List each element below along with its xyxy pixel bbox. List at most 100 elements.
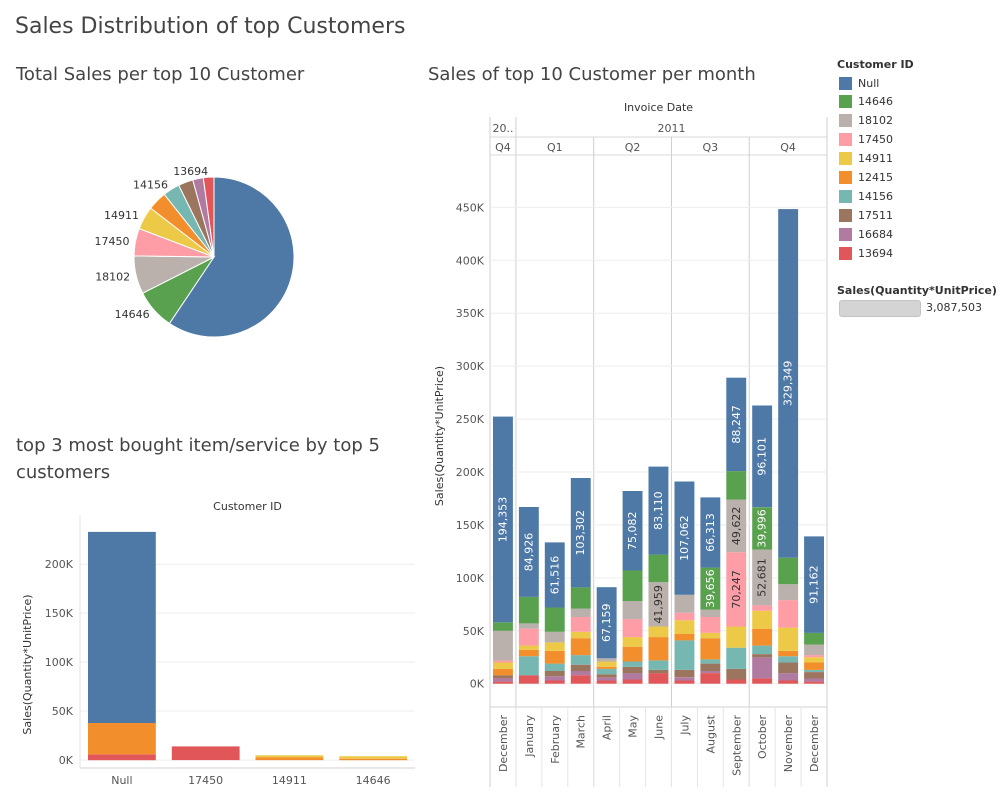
bar-segment[interactable]	[518, 596, 539, 624]
bar-segment[interactable]	[674, 640, 695, 670]
bar-segment[interactable]	[804, 672, 824, 679]
bar-segment[interactable]	[622, 570, 643, 602]
bar-segment[interactable]	[596, 661, 617, 667]
bar-segment[interactable]	[726, 552, 747, 627]
bar-segment[interactable]	[700, 497, 721, 568]
bar-segment[interactable]	[778, 209, 799, 558]
bar-segment[interactable]	[596, 674, 617, 678]
bar-segment[interactable]	[752, 645, 773, 655]
bar-segment[interactable]	[544, 642, 565, 651]
bar-segment[interactable]	[752, 678, 773, 684]
bar-segment[interactable]	[544, 607, 565, 632]
bar-segment[interactable]	[726, 626, 747, 648]
bar-segment[interactable]	[596, 658, 617, 662]
bar-segment[interactable]	[544, 671, 565, 677]
bar-segment[interactable]	[171, 746, 240, 761]
bar-segment[interactable]	[674, 677, 695, 681]
bar-segment[interactable]	[622, 619, 643, 638]
bar-segment[interactable]	[493, 675, 513, 679]
bar-segment[interactable]	[778, 680, 799, 684]
bar-segment[interactable]	[700, 663, 721, 671]
bar-segment[interactable]	[596, 677, 617, 681]
bar-segment[interactable]	[726, 377, 747, 472]
bar-segment[interactable]	[674, 680, 695, 684]
bar-segment[interactable]	[518, 645, 539, 650]
bar-segment[interactable]	[570, 675, 591, 684]
bar-segment[interactable]	[88, 722, 156, 755]
bar-segment[interactable]	[493, 662, 513, 669]
bar-segment[interactable]	[752, 654, 773, 658]
legend-item[interactable]: 17511	[839, 207, 893, 223]
bar-segment[interactable]	[674, 669, 695, 678]
bar-segment[interactable]	[596, 587, 617, 659]
bar-segment[interactable]	[493, 622, 513, 631]
bar-segment[interactable]	[778, 600, 799, 628]
bar-segment[interactable]	[752, 657, 773, 679]
bar-segment[interactable]	[622, 637, 643, 647]
bar-segment[interactable]	[493, 681, 513, 684]
bar-segment[interactable]	[700, 671, 721, 674]
legend-item[interactable]: 17450	[839, 132, 893, 148]
bar-segment[interactable]	[804, 681, 824, 684]
bar-segment[interactable]	[778, 662, 799, 674]
bar-segment[interactable]	[726, 471, 747, 500]
bar-segment[interactable]	[339, 756, 408, 759]
legend-item[interactable]: 16684	[839, 226, 893, 242]
size-legend-bar[interactable]	[839, 300, 921, 317]
bar-segment[interactable]	[570, 638, 591, 656]
bar-segment[interactable]	[804, 644, 824, 656]
bar-segment[interactable]	[648, 582, 669, 627]
bar-segment[interactable]	[493, 660, 513, 663]
bar-segment[interactable]	[544, 676, 565, 681]
bar-segment[interactable]	[752, 610, 773, 629]
bar-segment[interactable]	[700, 609, 721, 617]
bar-segment[interactable]	[493, 678, 513, 682]
bar-segment[interactable]	[648, 626, 669, 638]
bar-segment[interactable]	[648, 637, 669, 661]
bar-segment[interactable]	[726, 679, 747, 684]
bar-segment[interactable]	[648, 669, 669, 674]
bar-segment[interactable]	[622, 646, 643, 662]
bar-segment[interactable]	[570, 587, 591, 609]
bar-segment[interactable]	[700, 638, 721, 660]
bar-segment[interactable]	[570, 655, 591, 665]
bar-segment[interactable]	[570, 671, 591, 676]
bar-segment[interactable]	[544, 631, 565, 643]
bar-segment[interactable]	[493, 668, 513, 676]
bar-segment[interactable]	[88, 754, 156, 761]
bar-segment[interactable]	[778, 656, 799, 663]
bar-segment[interactable]	[493, 416, 513, 623]
bar-segment[interactable]	[674, 594, 695, 613]
bar-segment[interactable]	[700, 659, 721, 664]
bar-segment[interactable]	[596, 680, 617, 684]
legend-item[interactable]: 18102	[839, 113, 893, 129]
bar-segment[interactable]	[674, 620, 695, 634]
bar-segment[interactable]	[570, 608, 591, 618]
bar-segment[interactable]	[570, 478, 591, 588]
bar-segment[interactable]	[778, 557, 799, 585]
bar-segment[interactable]	[804, 662, 824, 670]
legend-item[interactable]: 12415	[839, 170, 893, 186]
bar-segment[interactable]	[648, 554, 669, 583]
bar-segment[interactable]	[622, 491, 643, 571]
pie-slice[interactable]	[168, 176, 295, 338]
bar-segment[interactable]	[752, 628, 773, 646]
bar-segment[interactable]	[752, 549, 773, 606]
bar-segment[interactable]	[648, 673, 669, 684]
bar-segment[interactable]	[778, 627, 799, 651]
bar-segment[interactable]	[622, 661, 643, 667]
bar-segment[interactable]	[88, 531, 156, 723]
bar-segment[interactable]	[804, 678, 824, 682]
bar-segment[interactable]	[570, 631, 591, 639]
bar-segment[interactable]	[752, 405, 773, 508]
legend-item[interactable]: 14911	[839, 151, 893, 167]
bar-segment[interactable]	[778, 650, 799, 657]
bar-segment[interactable]	[518, 675, 539, 684]
bar-segment[interactable]	[700, 632, 721, 639]
bar-segment[interactable]	[518, 628, 539, 646]
bar-segment[interactable]	[726, 647, 747, 669]
bar-segment[interactable]	[544, 663, 565, 671]
bar-segment[interactable]	[804, 632, 824, 645]
bar-segment[interactable]	[518, 649, 539, 657]
bar-segment[interactable]	[596, 668, 617, 675]
